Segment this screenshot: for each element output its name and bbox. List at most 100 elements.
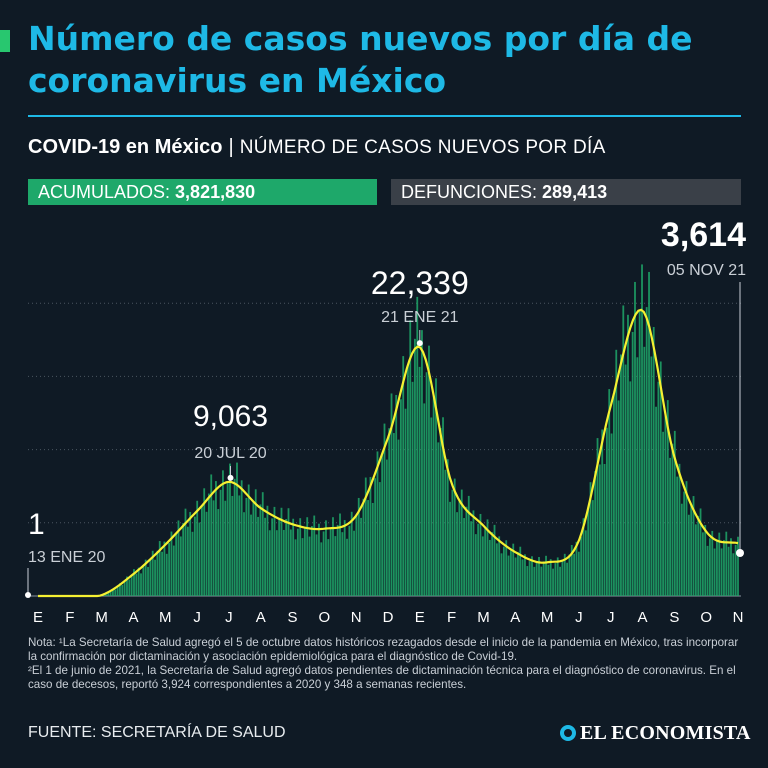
bar [613,393,615,596]
x-tick-label: O [319,609,331,626]
cases-value: 3,821,830 [175,182,256,202]
bar [198,522,201,596]
bar [533,566,536,596]
x-tick-label: A [510,609,520,626]
bar [184,508,187,596]
bar [493,524,496,596]
bar [364,477,367,596]
chart-subtitle: COVID-19 en México | NÚMERO DE CASOS NUEVO… [28,136,606,159]
bar [428,345,430,596]
bar [491,532,494,596]
bar [505,540,508,596]
bar [271,518,274,596]
bar [109,591,112,596]
bar [357,497,360,596]
bar [694,524,697,596]
bar [608,389,611,596]
bar [123,581,126,596]
bar [549,559,552,596]
x-tick-label: S [288,609,298,626]
bar [479,513,482,596]
title-divider [28,115,741,117]
bar [301,538,304,596]
bar [243,512,245,596]
x-tick-label: M [541,609,554,626]
x-tick-label: O [700,609,712,626]
bar [472,510,475,596]
bar [252,501,255,596]
bar [226,481,229,596]
source-text: FUENTE: SECRETARÍA DE SALUD [28,724,286,741]
bar [442,417,444,596]
bar [652,327,655,596]
bar [570,545,573,596]
footnote-line-2: ²El 1 de junio de 2021, la Secretaría de… [28,664,736,691]
bar [175,533,178,596]
bar [327,539,330,596]
bar [158,541,161,596]
bar [353,530,355,596]
bar [112,588,114,596]
annotation-date: 05 NOV 21 [667,262,746,279]
bar [470,521,473,596]
bar [444,469,447,596]
x-tick-label: E [33,609,43,626]
bar [285,518,288,596]
bar [514,557,517,596]
bar [458,500,461,596]
bar [196,500,199,596]
bar [315,534,318,596]
bar [552,568,554,596]
bar [421,330,423,596]
bar [399,399,402,596]
bar [189,511,192,596]
x-tick-label: J [225,609,233,626]
bar [390,393,393,596]
bar [250,514,252,596]
bar [325,520,327,596]
bar [423,403,426,596]
bar [730,538,732,596]
bar [545,555,547,596]
bar [332,517,334,596]
annotation-marker [736,549,744,557]
bar [200,505,203,596]
bar [259,504,262,596]
bar [177,520,180,596]
bar [566,562,568,596]
bar [657,381,660,596]
x-tick-label: A [128,609,138,626]
footnote: Nota: ¹La Secretaría de Salud agregó el … [28,636,743,692]
bar [510,549,512,596]
bar [575,541,578,596]
cases-label: ACUMULADOS: [38,182,171,202]
bar [346,538,348,596]
x-tick-label: M [95,609,108,626]
bar [502,546,505,596]
bar [388,428,391,596]
bar [615,349,618,596]
bar [697,515,700,596]
bar [371,502,374,596]
annotation-value: 3,614 [661,216,746,254]
bar [292,518,295,596]
bar [573,553,576,596]
bar [568,554,571,596]
bar [395,394,398,596]
bar [547,564,550,596]
bar [727,546,730,596]
bar [128,579,131,596]
bar [671,443,674,596]
bar [542,561,545,596]
bar [561,560,564,596]
bar [367,500,370,596]
bar [673,430,676,596]
bar [435,378,437,596]
bar [355,515,358,596]
bar [498,536,501,596]
bar [425,372,428,596]
bar [224,500,227,596]
subtitle-light: NÚMERO DE CASOS NUEVOS POR DÍA [239,137,606,158]
x-tick-label: A [256,609,266,626]
bar [116,586,119,596]
